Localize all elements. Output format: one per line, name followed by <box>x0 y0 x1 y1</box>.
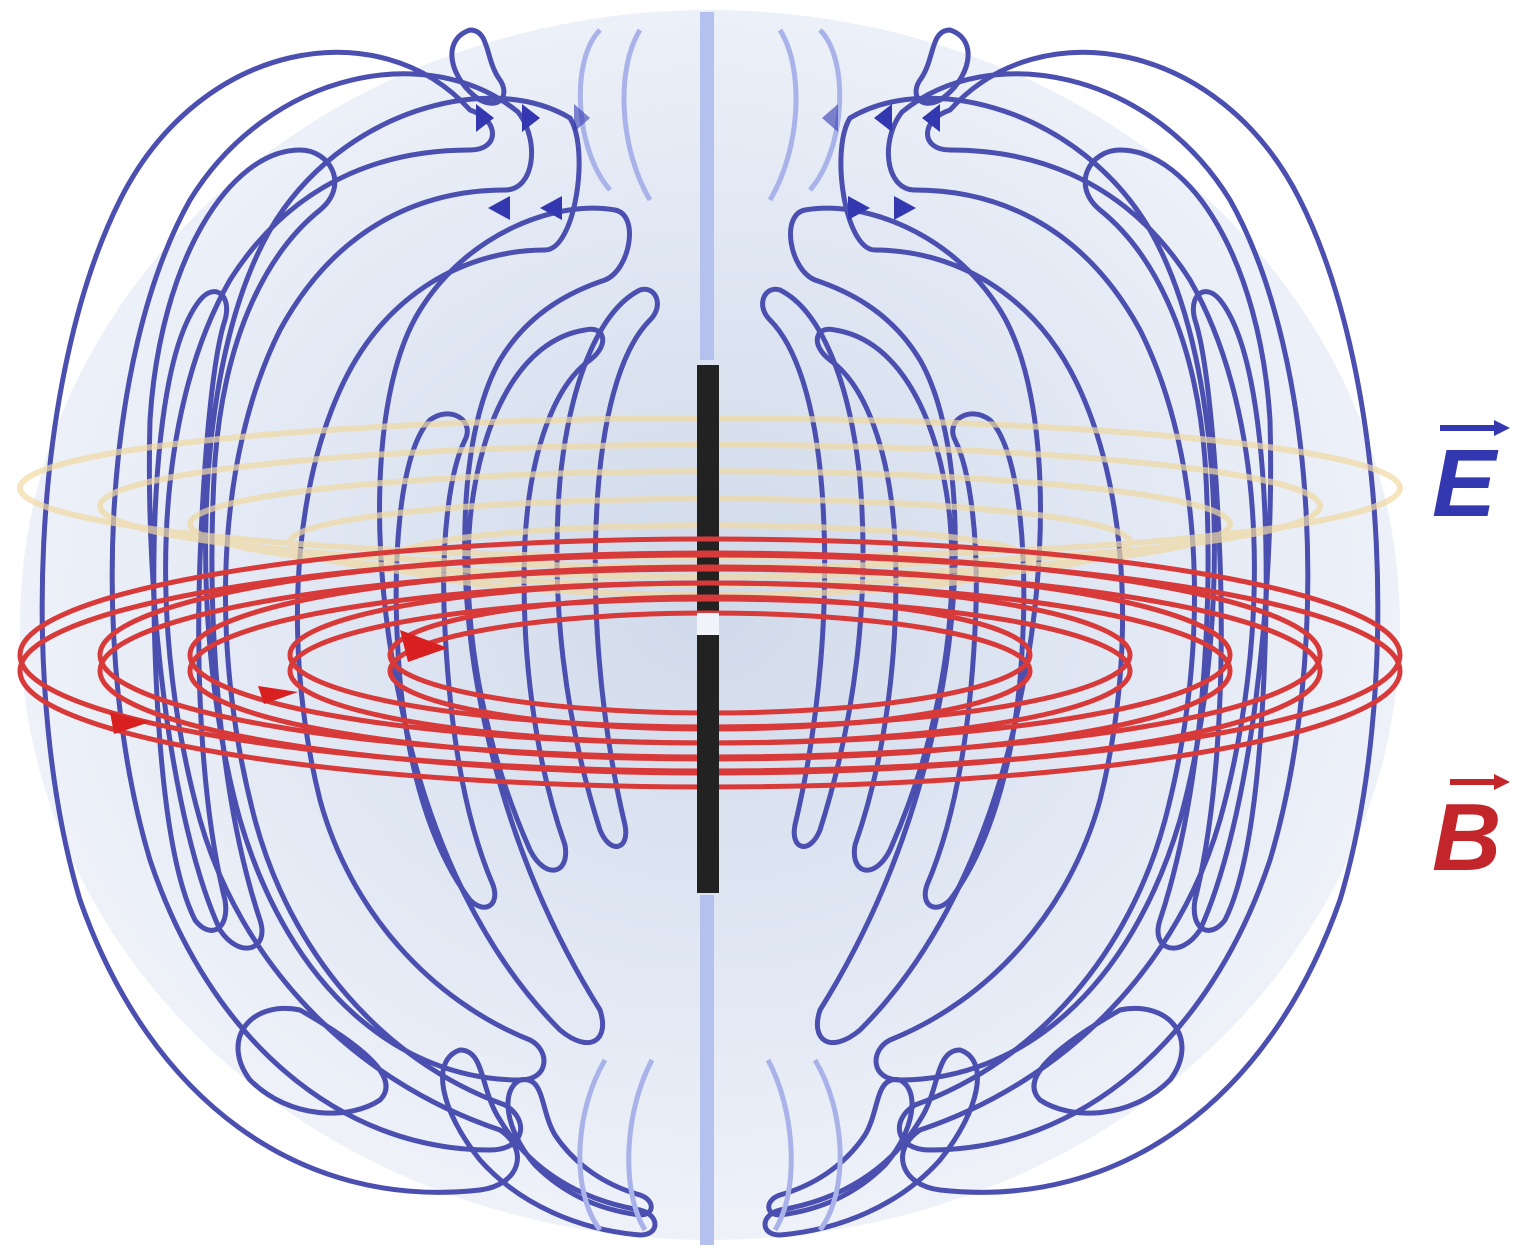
e-field-line-right-12 <box>766 1077 915 1218</box>
e-field-line-right-4 <box>1082 147 1274 951</box>
e-arrow-top-6 <box>822 104 838 132</box>
electric-field-lines <box>39 27 1381 1238</box>
e-field-line-left-9 <box>393 411 498 910</box>
e-arrow-mid-2 <box>540 196 562 220</box>
e-field-line-left-5 <box>235 1006 389 1116</box>
e-vector-arrow-icon <box>1438 418 1512 438</box>
e-field-line-left-13 <box>449 27 507 106</box>
e-field-line-left-4 <box>146 147 338 951</box>
e-field-line-right-11 <box>762 1047 980 1238</box>
e-field-line-right-13 <box>913 27 971 106</box>
e-field-line-right-5 <box>1031 1006 1185 1116</box>
e-field-line-right-3 <box>838 95 1217 1083</box>
e-field-line-left-8 <box>465 326 606 873</box>
e-field-line-right-8 <box>814 326 955 873</box>
magnetic-field-arrows <box>110 630 448 734</box>
b-arrow-1 <box>400 630 448 662</box>
e-faint-line-left-3 <box>577 1058 608 1232</box>
e-arrow-mid-3 <box>894 196 916 220</box>
e-faint-line-right-4 <box>765 1058 794 1232</box>
e-arrow-mid-4 <box>848 196 870 220</box>
e-field-line-left-1 <box>39 49 520 1195</box>
e-arrow-top-4 <box>922 104 940 132</box>
e-field-line-right-6 <box>1191 289 1269 933</box>
b-vector-arrow-icon <box>1448 772 1512 792</box>
e-arrow-top-3 <box>574 104 590 132</box>
e-field-line-right-9 <box>922 411 1027 910</box>
antenna-feed-gap <box>697 613 719 635</box>
e-arrow-top-2 <box>522 104 540 132</box>
e-arrow-top-5 <box>874 104 892 132</box>
e-field-line-left-7 <box>377 205 632 1045</box>
e-field-line-right-10 <box>760 286 866 849</box>
electric-field-label: E <box>1432 430 1497 537</box>
e-field-line-left-12 <box>505 1077 654 1218</box>
e-faint-line-right-1 <box>808 28 843 192</box>
magnetic-field-label: B <box>1432 784 1502 891</box>
e-field-line-right-1 <box>900 49 1381 1195</box>
e-field-line-left-6 <box>151 289 229 933</box>
e-faint-line-left-4 <box>626 1058 655 1232</box>
b-arrow-3 <box>110 712 150 734</box>
e-arrow-mid-1 <box>488 196 510 220</box>
dipole-antenna-upper <box>697 365 719 613</box>
e-faint-line-left-2 <box>621 28 653 202</box>
e-faint-line-right-2 <box>767 28 799 202</box>
e-field-line-right-2 <box>886 71 1311 1153</box>
e-field-line-right-7 <box>788 205 1043 1045</box>
e-field-line-left-2 <box>109 71 534 1153</box>
dipole-antenna-lower <box>697 635 719 893</box>
e-field-line-left-11 <box>440 1047 658 1238</box>
e-field-line-left-10 <box>554 286 660 849</box>
electric-field-arrows <box>476 104 940 220</box>
e-field-line-left-3 <box>203 95 582 1083</box>
electric-field-faint-lines <box>577 28 843 1232</box>
e-arrow-top-1 <box>476 104 494 132</box>
e-faint-line-left-1 <box>577 28 612 192</box>
b-arrow-2 <box>258 686 298 704</box>
e-faint-line-right-3 <box>812 1058 843 1232</box>
